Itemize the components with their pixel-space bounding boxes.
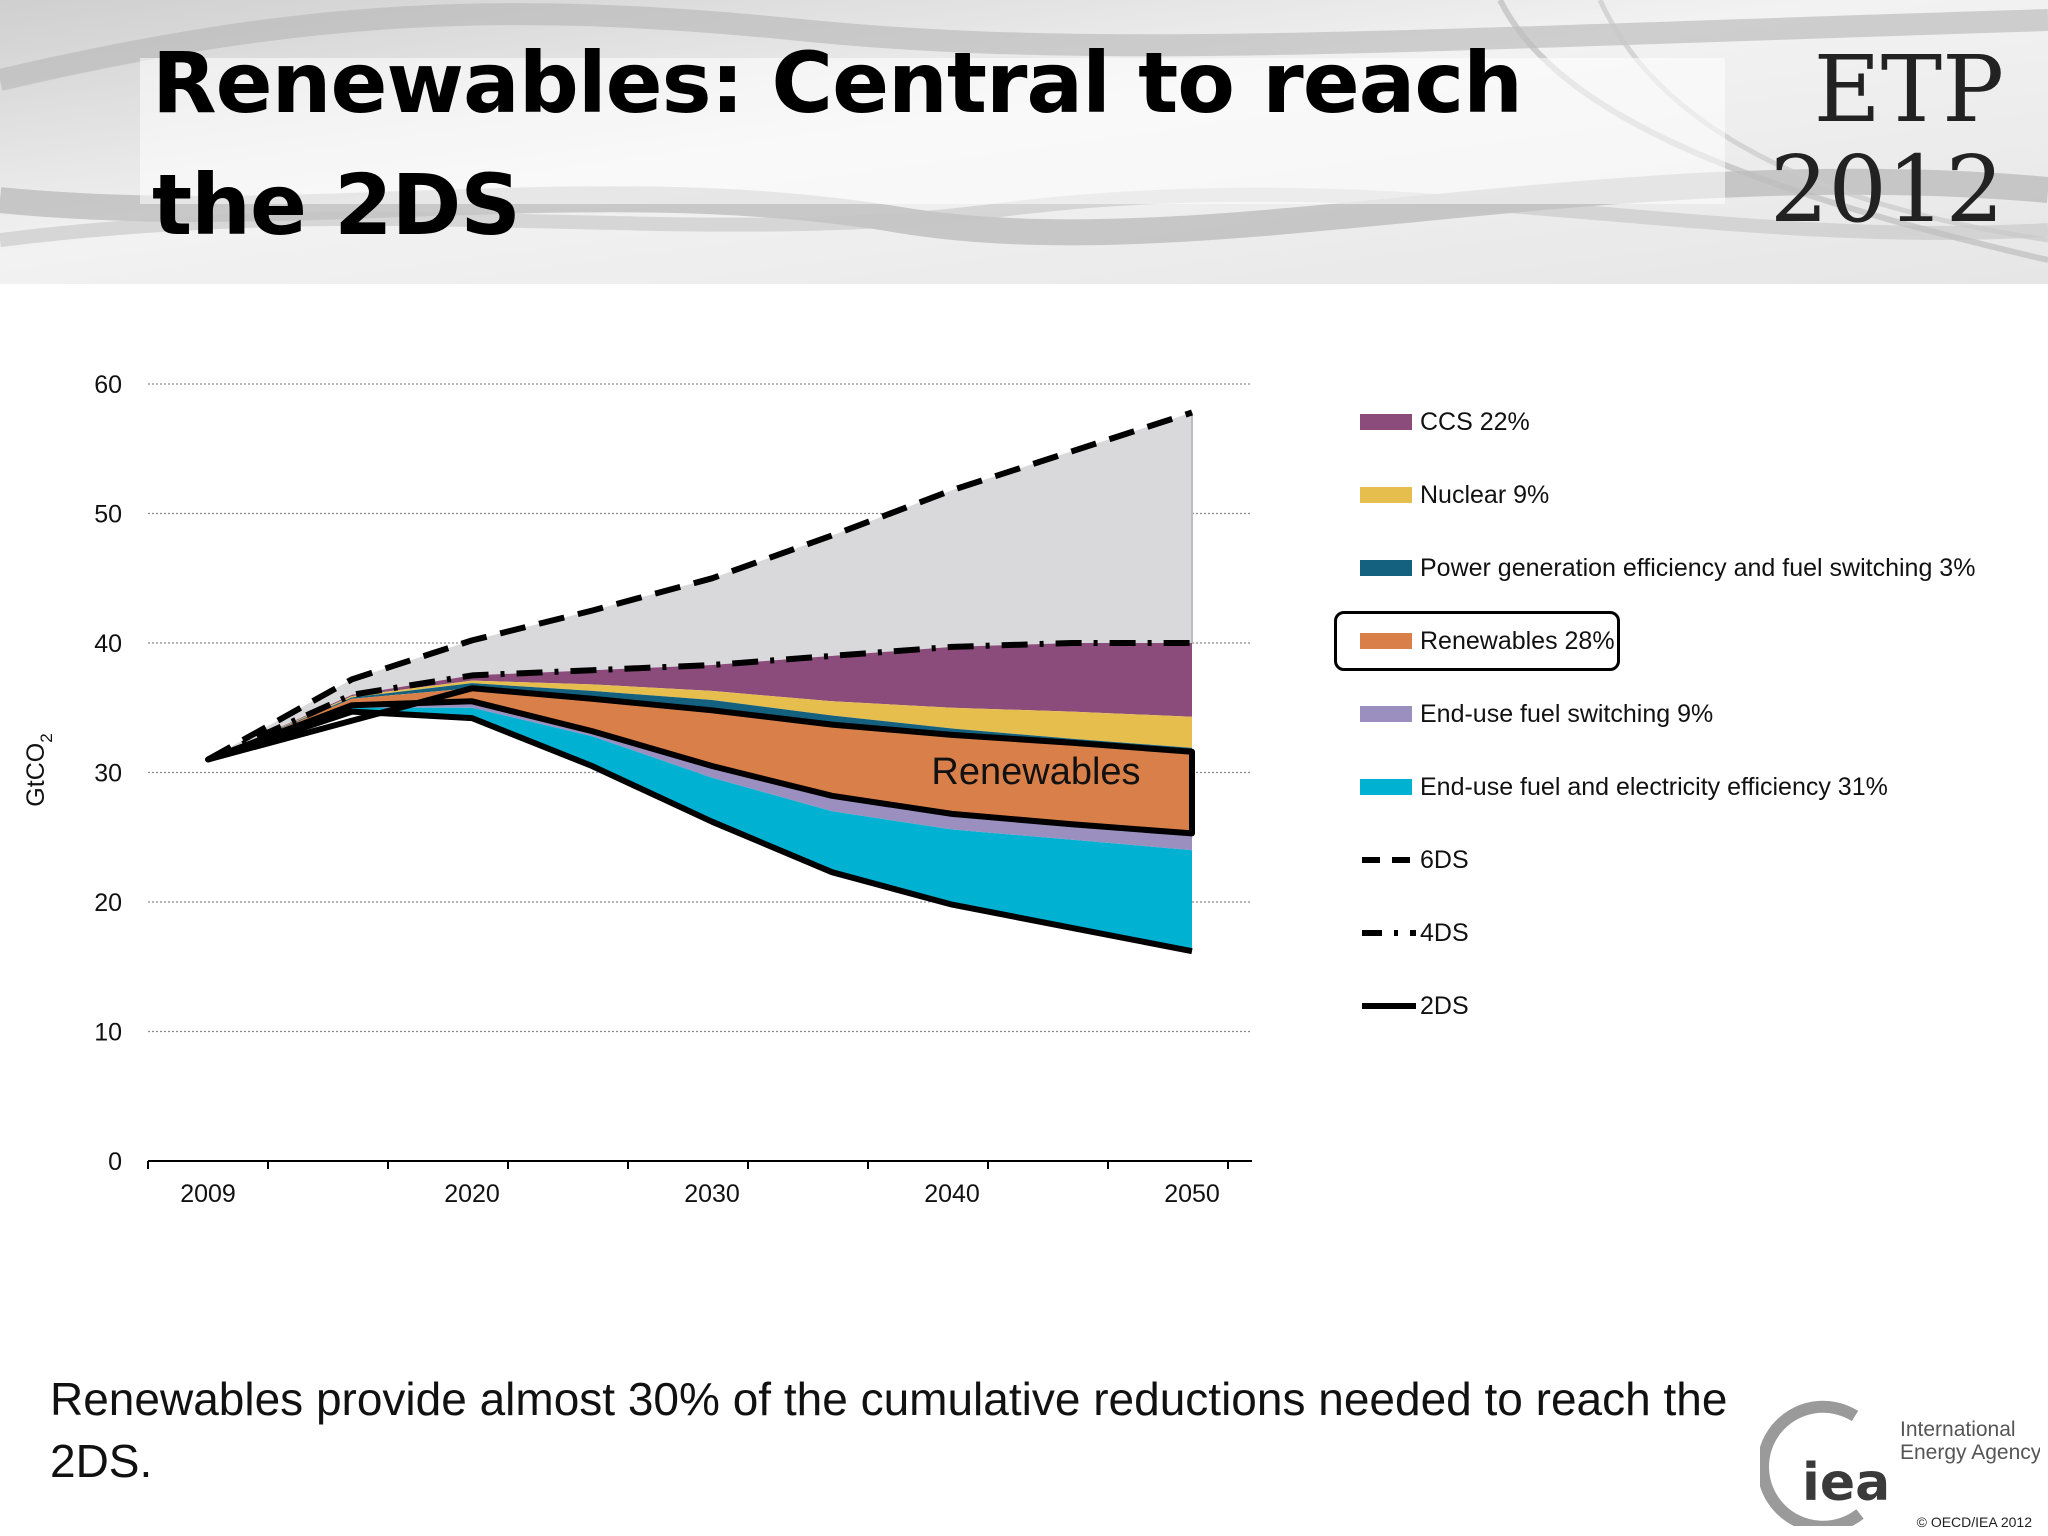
legend-label: End-use fuel switching 9%	[1420, 700, 1714, 728]
legend-label: 2DS	[1420, 992, 1469, 1020]
legend-label: Renewables 28%	[1420, 627, 1615, 655]
legend-line-sample	[1362, 857, 1416, 863]
area-nuclear	[208, 680, 1192, 760]
y-tick-label: 30	[94, 760, 122, 788]
legend-swatch	[1360, 487, 1412, 503]
etp-brand-name: ETP	[1813, 36, 2004, 143]
stacked-areas	[208, 412, 1193, 952]
iea-logo: iea International Energy Agency	[1757, 1396, 2042, 1533]
y-tick-label: 40	[94, 630, 122, 658]
legend-label: 4DS	[1420, 919, 1469, 947]
copyright-notice: © OECD/IEA 2012	[1916, 1514, 2032, 1530]
annotations: Renewables	[205, 685, 1195, 837]
legend-label: Nuclear 9%	[1420, 481, 1550, 509]
legend-swatch	[1360, 414, 1412, 430]
legend-item: CCS 22%	[1360, 400, 2020, 440]
y-axis-label: GtCO2	[22, 733, 56, 806]
iea-logo-name-line1: International	[1900, 1418, 2016, 1441]
legend-label: 6DS	[1420, 846, 1469, 874]
iea-logo-name-line2: Energy Agency	[1900, 1441, 2040, 1464]
etp-brand: ETP 2012	[1744, 40, 2004, 240]
y-tick-label: 50	[94, 501, 122, 529]
y-tick-label: 60	[94, 371, 122, 399]
y-tick-label: 0	[108, 1148, 122, 1176]
legend-item: End-use fuel and electricity efficiency …	[1360, 765, 2020, 805]
line-6ds	[206, 409, 1193, 763]
legend-item: 4DS	[1360, 911, 2020, 951]
legend-swatch	[1360, 633, 1412, 649]
axes	[147, 1160, 1252, 1169]
iea-logo-mark: iea International Energy Agency	[1757, 1400, 2042, 1533]
legend-label: Power generation efficiency and fuel swi…	[1420, 554, 1976, 582]
x-tick-label: 2050	[1164, 1180, 1220, 1208]
y-tick-label: 10	[94, 1019, 122, 1047]
scenario-lines	[206, 409, 1193, 955]
banner-background	[0, 0, 2048, 284]
area-ccs	[208, 643, 1192, 760]
slide-caption: Renewables provide almost 30% of the cum…	[50, 1373, 1728, 1487]
legend-swatch	[1360, 706, 1412, 722]
legend-item: Nuclear 9%	[1360, 473, 2020, 513]
legend-label: CCS 22%	[1420, 408, 1530, 436]
etp-brand-year: 2012	[1769, 136, 2004, 243]
x-tick-label: 2020	[444, 1180, 500, 1208]
legend-highlight-box	[1334, 611, 1620, 671]
renewables-highlight-outline	[205, 685, 1195, 837]
gap-area-6ds-4ds	[208, 412, 1192, 760]
renewables-annotation: Renewables	[931, 751, 1140, 793]
x-tick-label: 2030	[684, 1180, 740, 1208]
legend-item: Renewables 28%	[1334, 611, 2020, 671]
legend-item: 2DS	[1360, 984, 2020, 1024]
legend-swatch	[1360, 779, 1412, 795]
x-tick-label: 2040	[924, 1180, 980, 1208]
legend-swatch	[1360, 560, 1412, 576]
x-tick-label: 2009	[180, 1180, 236, 1208]
legend-label: End-use fuel and electricity efficiency …	[1420, 773, 1888, 801]
area-end-use-efficiency	[208, 707, 1192, 952]
legend-item: 6DS	[1360, 838, 2020, 878]
legend-item: Power generation efficiency and fuel swi…	[1360, 546, 2020, 586]
legend-line-sample	[1362, 930, 1416, 936]
slide-title: Renewables: Central to reach the 2DS	[152, 34, 1523, 254]
y-tick-label: 20	[94, 889, 122, 917]
area-end-use-switching	[208, 701, 1192, 851]
legend-line-sample	[1362, 1003, 1416, 1009]
title-banner: Renewables: Central to reach the 2DS ETP…	[0, 0, 2048, 284]
line-2ds	[207, 708, 1193, 955]
iea-logo-text: iea	[1802, 1453, 1890, 1513]
legend-item: End-use fuel switching 9%	[1360, 692, 2020, 732]
